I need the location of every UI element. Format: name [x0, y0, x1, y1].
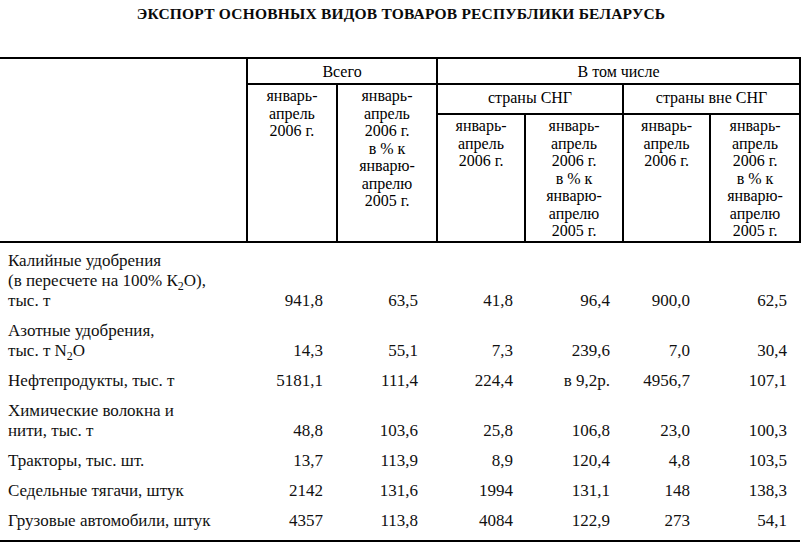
cell-value: 4357: [247, 503, 337, 541]
cell-value: 100,3: [710, 393, 800, 443]
cell-value: 103,6: [337, 393, 437, 443]
cell-value: 120,4: [525, 443, 623, 473]
header-non-cis-percent: январь- апрель 2006 г. в % к январю- апр…: [710, 114, 800, 242]
header-including-group: В том числе: [437, 58, 800, 84]
label-line: Калийные удобрения: [8, 251, 161, 270]
cell-value: 23,0: [623, 393, 710, 443]
label-line: О),: [184, 271, 206, 290]
cell-value: 131,6: [337, 473, 437, 503]
row-label: Седельные тягачи, штук: [0, 473, 247, 503]
cell-value: 4,8: [623, 443, 710, 473]
export-table: Всего В том числе январь- апрель 2006 г.…: [0, 57, 801, 542]
cell-value: 113,8: [337, 503, 437, 541]
table-header: Всего В том числе январь- апрель 2006 г.…: [0, 58, 800, 242]
cell-value: 103,5: [710, 443, 800, 473]
label-line: Тракторы, тыс. шт.: [8, 451, 144, 470]
header-cis-period: январь- апрель 2006 г.: [437, 114, 525, 242]
cell-value: 273: [623, 503, 710, 541]
cell-value: 7,0: [623, 313, 710, 363]
cell-value: 30,4: [710, 313, 800, 363]
cell-value: 13,7: [247, 443, 337, 473]
table-row-oil-products: Нефтепродукты, тыс. т 5181,1 111,4 224,4…: [0, 363, 800, 393]
cell-value: 107,1: [710, 363, 800, 393]
cell-value: 4084: [437, 503, 525, 541]
header-total-period: январь- апрель 2006 г.: [247, 84, 337, 242]
cell-value: 111,4: [337, 363, 437, 393]
cell-value: 96,4: [525, 242, 623, 313]
header-cis-percent: январь- апрель 2006 г. в % к январю- апр…: [525, 114, 623, 242]
cell-value: 54,1: [710, 503, 800, 541]
row-label: Грузовые автомобили, штук: [0, 503, 247, 541]
header-non-cis-period: январь- апрель 2006 г.: [623, 114, 710, 242]
row-label: Калийные удобрения (в пересчете на 100% …: [0, 242, 247, 313]
table-body: Калийные удобрения (в пересчете на 100% …: [0, 242, 800, 541]
cell-value: 55,1: [337, 313, 437, 363]
header-non-cis-group: страны вне СНГ: [623, 84, 800, 114]
table-row-nitrogen: Азотные удобрения, тыс. т N2O 14,3 55,1 …: [0, 313, 800, 363]
label-line: Химические волокна и: [8, 401, 174, 420]
table-row-tractors: Тракторы, тыс. шт. 13,7 113,9 8,9 120,4 …: [0, 443, 800, 473]
cell-value: 131,1: [525, 473, 623, 503]
cell-value: 122,9: [525, 503, 623, 541]
cell-value: 2142: [247, 473, 337, 503]
table-row-truck-tractors: Седельные тягачи, штук 2142 131,6 1994 1…: [0, 473, 800, 503]
cell-value: 900,0: [623, 242, 710, 313]
row-label: Нефтепродукты, тыс. т: [0, 363, 247, 393]
header-stub: [0, 58, 247, 242]
cell-value: 113,9: [337, 443, 437, 473]
cell-value: 106,8: [525, 393, 623, 443]
cell-value: в 9,2р.: [525, 363, 623, 393]
cell-value: 62,5: [710, 242, 800, 313]
cell-value: 1994: [437, 473, 525, 503]
cell-value: 5181,1: [247, 363, 337, 393]
cell-value: 148: [623, 473, 710, 503]
cell-value: 41,8: [437, 242, 525, 313]
cell-value: 14,3: [247, 313, 337, 363]
label-line: Нефтепродукты, тыс. т: [8, 371, 175, 390]
table-row-chemical-fibres: Химические волокна и нити, тыс. т 48,8 1…: [0, 393, 800, 443]
cell-value: 239,6: [525, 313, 623, 363]
label-line: Азотные удобрения,: [8, 321, 154, 340]
row-label: Химические волокна и нити, тыс. т: [0, 393, 247, 443]
label-line: Грузовые автомобили, штук: [8, 511, 211, 530]
label-line: Седельные тягачи, штук: [8, 481, 184, 500]
cell-value: 224,4: [437, 363, 525, 393]
header-total-group: Всего: [247, 58, 437, 84]
cell-value: 138,3: [710, 473, 800, 503]
table-row-potash: Калийные удобрения (в пересчете на 100% …: [0, 242, 800, 313]
cell-value: 48,8: [247, 393, 337, 443]
label-line: O: [73, 341, 85, 360]
cell-value: 25,8: [437, 393, 525, 443]
cell-value: 941,8: [247, 242, 337, 313]
label-line: тыс. т N: [8, 341, 67, 360]
label-line: тыс. т: [8, 291, 50, 310]
document-page: ЭКСПОРТ ОСНОВНЫХ ВИДОВ ТОВАРОВ РЕСПУБЛИК…: [0, 0, 802, 549]
table-row-lorries: Грузовые автомобили, штук 4357 113,8 408…: [0, 503, 800, 541]
cell-value: 8,9: [437, 443, 525, 473]
header-cis-group: страны СНГ: [437, 84, 623, 114]
row-label: Азотные удобрения, тыс. т N2O: [0, 313, 247, 363]
document-title: ЭКСПОРТ ОСНОВНЫХ ВИДОВ ТОВАРОВ РЕСПУБЛИК…: [0, 0, 802, 23]
cell-value: 4956,7: [623, 363, 710, 393]
label-line: нити, тыс. т: [8, 421, 94, 440]
cell-value: 63,5: [337, 242, 437, 313]
cell-value: 7,3: [437, 313, 525, 363]
header-total-percent: январь- апрель 2006 г. в % к январю- апр…: [337, 84, 437, 242]
row-label: Тракторы, тыс. шт.: [0, 443, 247, 473]
label-line: (в пересчете на 100% К: [8, 271, 178, 290]
